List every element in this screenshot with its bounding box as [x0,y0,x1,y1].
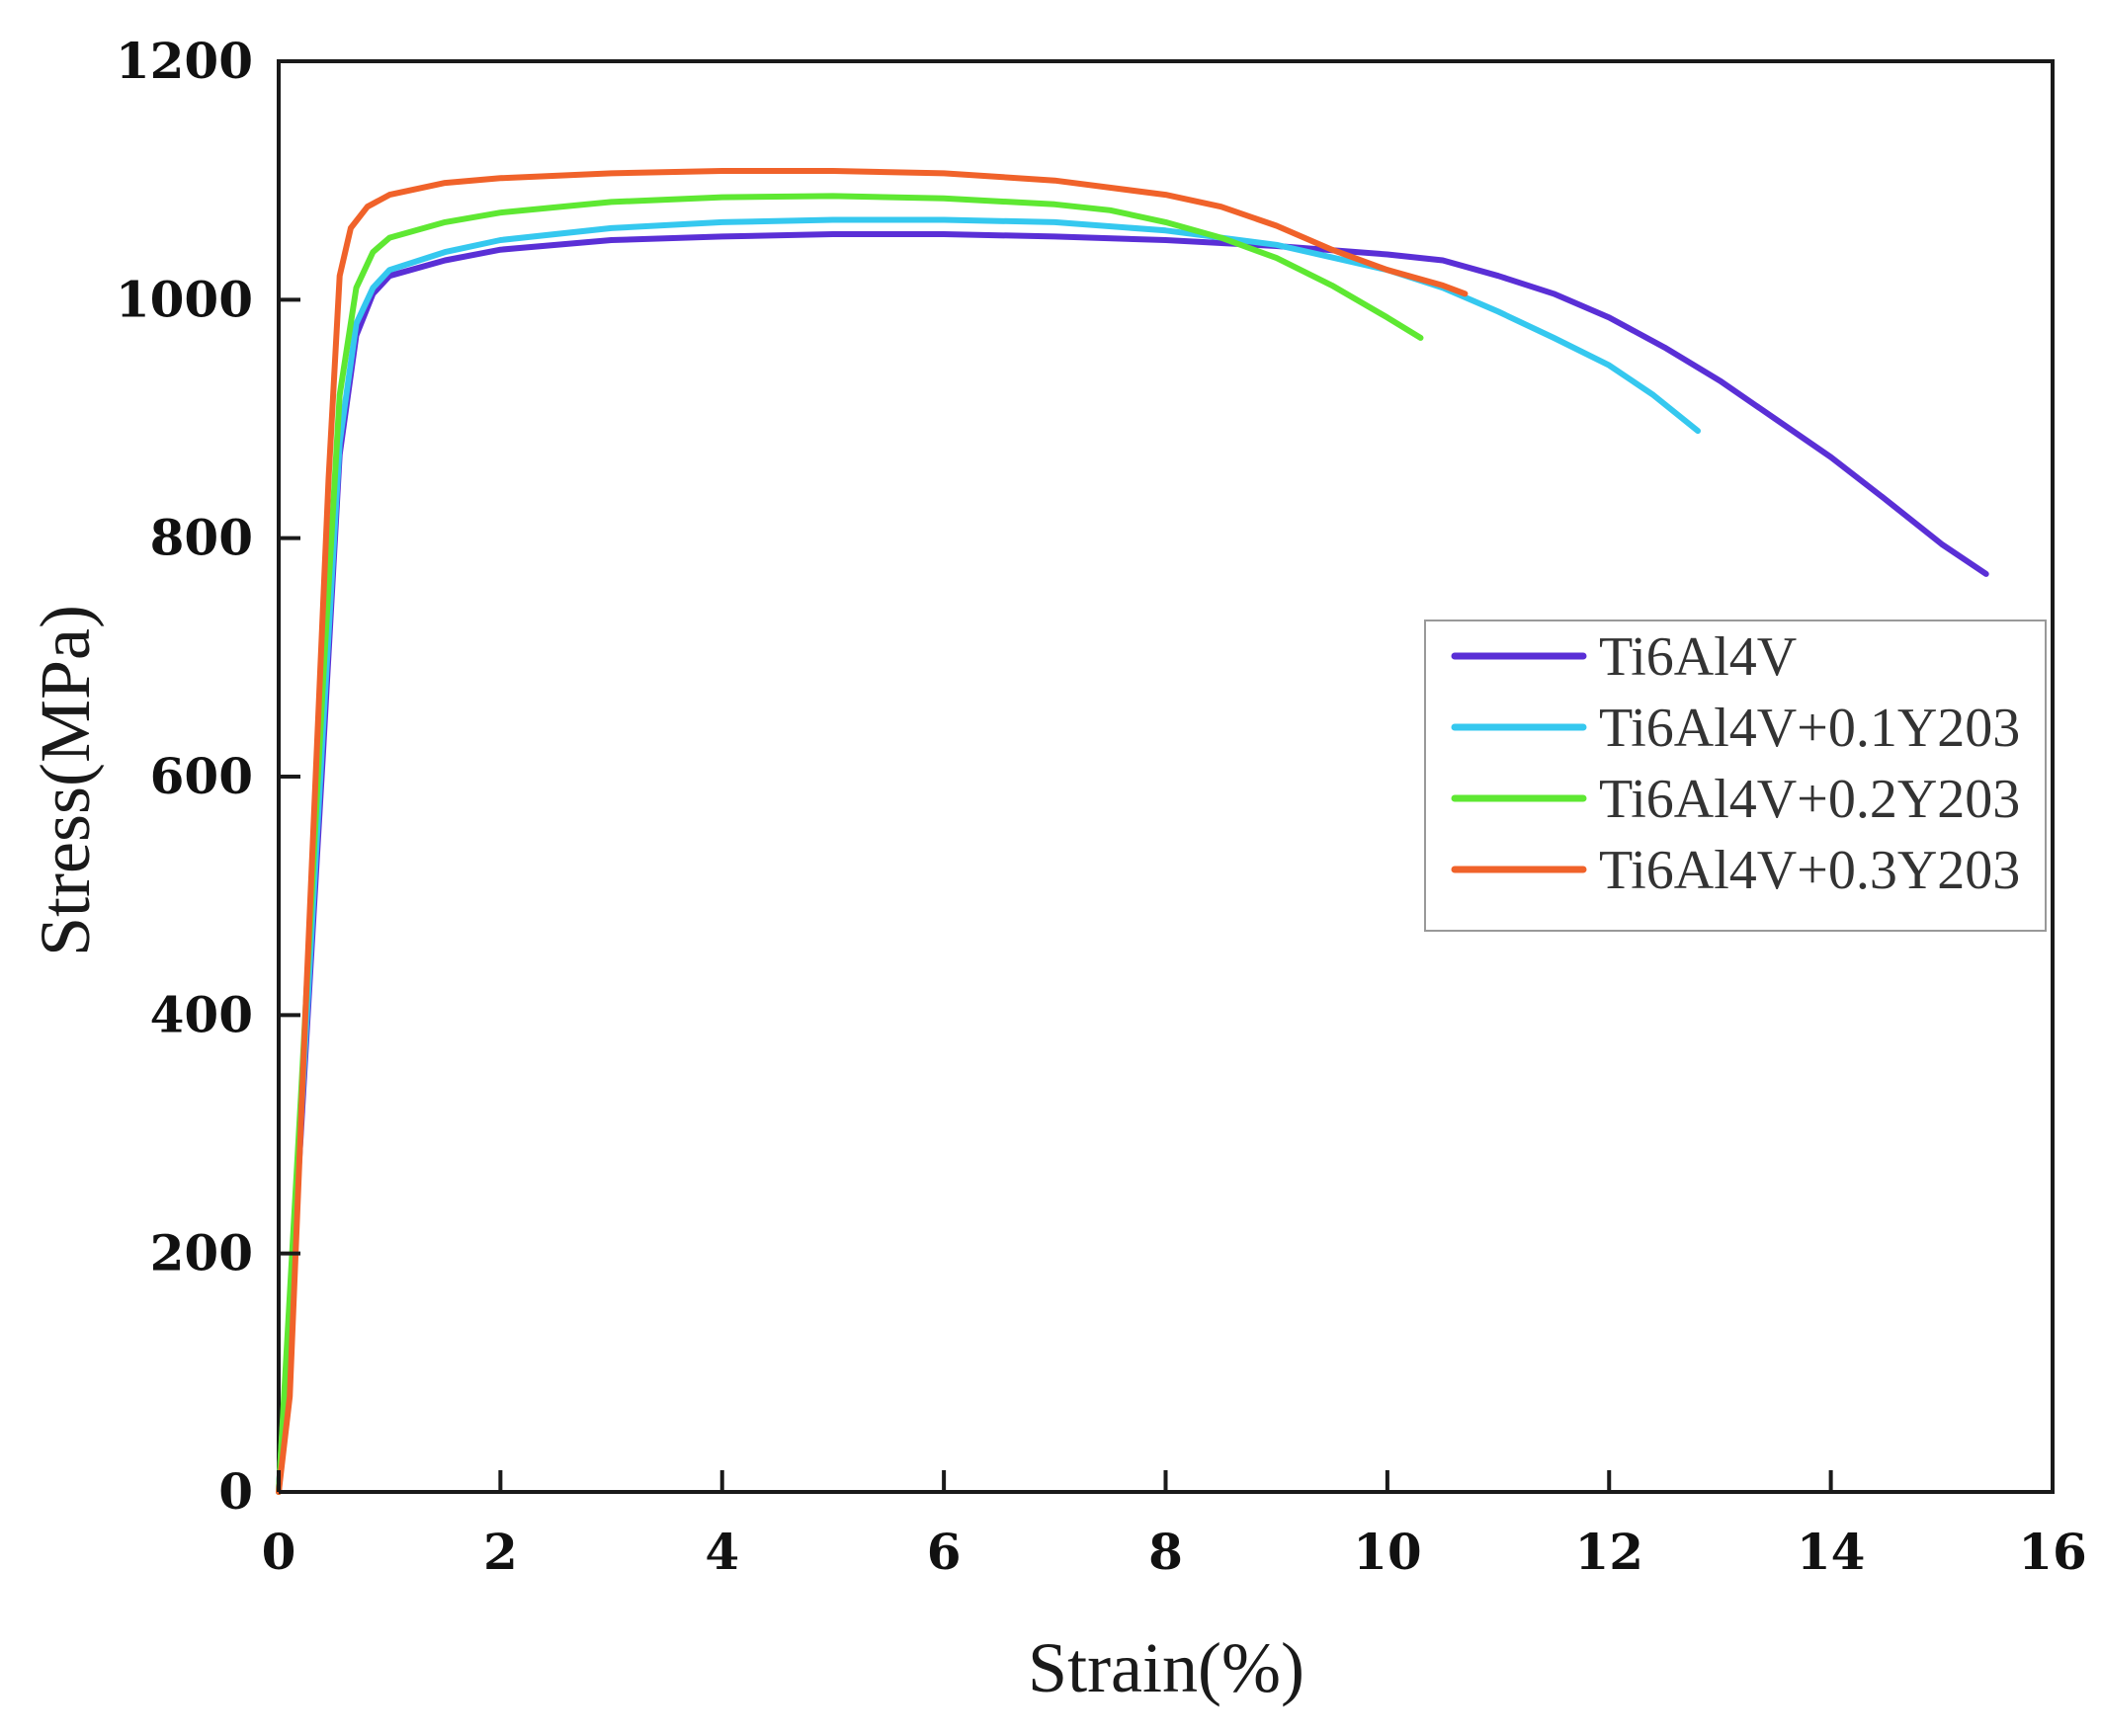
y-tick-label-4: 800 [150,509,253,567]
x-tick-label-6: 12 [1574,1523,1643,1581]
series-line-3 [276,168,1469,1495]
series-layer [276,168,1989,1495]
x-tick-label-8: 16 [2018,1523,2087,1581]
legend-label-0: Ti6Al4V [1599,626,1797,688]
x-tick-label-5: 10 [1353,1523,1422,1581]
y-tick-label-3: 600 [150,747,253,805]
x-tick-label-4: 8 [1148,1523,1183,1581]
legend-label-2: Ti6Al4V+0.2Y203 [1599,769,2020,830]
y-axis-title: Stress(MPa) [26,605,105,956]
x-tick-label-2: 4 [705,1523,739,1581]
y-tick-label-0: 0 [218,1462,253,1521]
y-tick-label-1: 200 [150,1224,253,1282]
x-tick-label-7: 14 [1797,1523,1866,1581]
legend-label-3: Ti6Al4V+0.3Y203 [1599,840,2020,901]
legend: Ti6Al4V Ti6Al4V+0.1Y203 Ti6Al4V+0.2Y203 Ti6… [1424,620,2047,932]
x-tick-label-3: 6 [927,1523,962,1581]
series-line-0 [276,231,1989,1495]
legend-label-1: Ti6Al4V+0.1Y203 [1599,698,2020,759]
y-tick-label-2: 400 [150,985,253,1043]
y-tick-label-6: 1200 [116,32,253,90]
series-line-2 [276,193,1424,1495]
axes-layer: 0 2 4 6 8 10 12 14 16 0 200 400 600 800 1000 1200 [116,32,2087,1581]
x-tick-label-0: 0 [262,1523,296,1581]
x-axis-title: Strain(%) [1028,1628,1304,1707]
y-tick-label-5: 1000 [116,270,253,328]
series-line-1 [276,216,1701,1495]
legend-box [1424,620,2047,932]
x-tick-label-1: 2 [483,1523,518,1581]
